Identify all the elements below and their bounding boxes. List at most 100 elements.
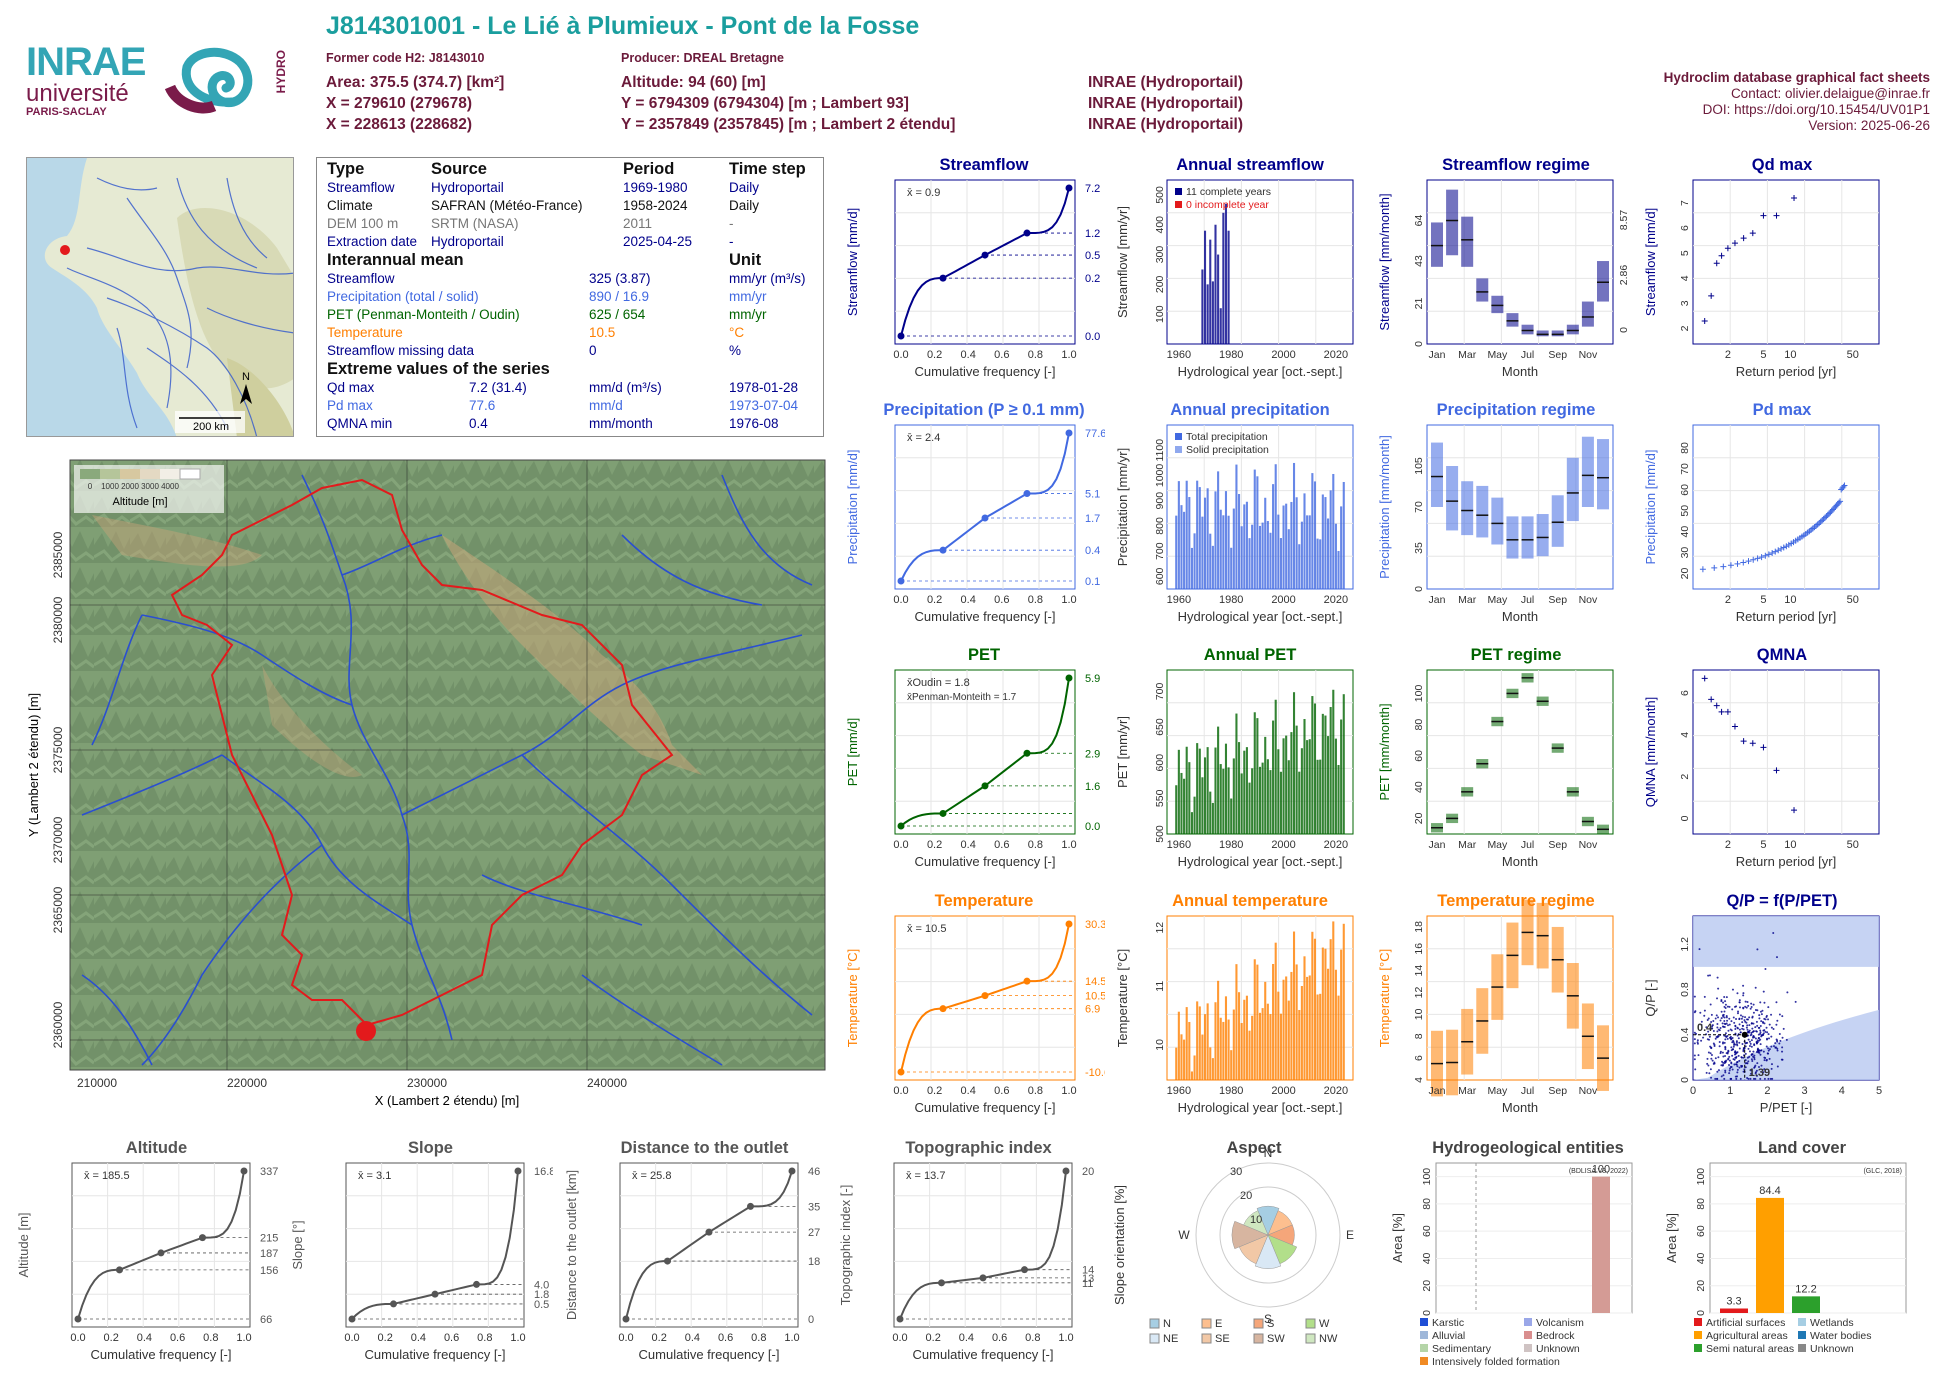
annual-bar	[1219, 1017, 1222, 1080]
data-point	[1734, 1050, 1737, 1053]
data-point	[1748, 1045, 1751, 1048]
y-tick-label: 1000	[1154, 464, 1166, 488]
annual-bar	[1201, 1034, 1204, 1080]
y-tick-label: 60	[1421, 1225, 1433, 1237]
universite-wordmark: université	[26, 80, 129, 107]
annual-bar	[1198, 1006, 1201, 1080]
data-point	[1771, 1077, 1774, 1080]
data-point	[1778, 1042, 1781, 1045]
data-point	[1724, 1048, 1727, 1051]
polar-ring	[1195, 1162, 1341, 1308]
annual-bar	[1258, 766, 1262, 834]
legend-label: Karstic	[1432, 1317, 1464, 1329]
x-tick-label: 2000	[1271, 349, 1295, 361]
x-axis-label: Cumulative frequency [-]	[915, 854, 1056, 869]
annual-bar	[1188, 497, 1191, 589]
basin-y-tick: 2360000	[51, 1001, 65, 1048]
month-tick-label: May	[1487, 349, 1508, 361]
data-point	[1708, 974, 1711, 977]
data-point	[1756, 1039, 1759, 1042]
annual-bar	[1282, 979, 1285, 1080]
basin-x-tick: 240000	[587, 1076, 627, 1090]
regime-box	[1521, 516, 1534, 559]
annual-bar	[1248, 782, 1251, 834]
annual-bar	[1313, 938, 1317, 1080]
annual-bar	[1308, 515, 1311, 589]
y-tick-label: 60	[1695, 1225, 1707, 1237]
data-point	[1732, 1039, 1735, 1042]
chart-qp-ppet: Q/P = f(P/PET) 0.4 1.39 0 1 2 3 4 5 0 0.4 0.8 1.2 P/P…	[1641, 888, 1903, 1123]
doi-link[interactable]: DOI: https://doi.org/10.15454/UV01P1	[1702, 102, 1930, 117]
x-tick-label: 1980	[1219, 594, 1243, 606]
data-point	[1716, 1023, 1719, 1026]
quantile-point	[1065, 184, 1073, 192]
x-axis-label: Month	[1502, 609, 1538, 624]
basin-x-label: X (Lambert 2 étendu) [m]	[375, 1093, 520, 1108]
land-cover-bar	[1720, 1308, 1748, 1313]
y-tick-label: 3	[1679, 300, 1691, 306]
x-tick-label: 1980	[1219, 839, 1243, 851]
x-tick-label: 1.0	[1061, 594, 1076, 606]
legend-swatch	[1305, 1333, 1316, 1344]
data-point	[1758, 1014, 1761, 1017]
gauging-station-marker[interactable]	[356, 1021, 376, 1041]
data-point	[1767, 1049, 1770, 1052]
x-axis-label: Cumulative frequency [-]	[91, 1347, 232, 1362]
annual-bar	[1240, 773, 1243, 834]
quantile-point	[897, 822, 905, 830]
data-point	[1747, 1077, 1750, 1080]
data-point	[1760, 1020, 1763, 1023]
quantile-point	[240, 1167, 248, 1175]
x-tick-label: 0.2	[926, 1332, 941, 1344]
data-point	[1722, 1061, 1725, 1064]
month-tick-label: Jul	[1521, 349, 1534, 361]
data-point	[1742, 1070, 1745, 1073]
x-tick-label: 0.0	[893, 594, 908, 606]
chart-title: PET	[968, 646, 1000, 664]
mean-label: x̄ = 13.7	[906, 1170, 945, 1182]
data-point	[1766, 1037, 1769, 1040]
data-point	[1731, 1054, 1734, 1057]
y-tick-label: 60	[1413, 750, 1425, 762]
data-point	[1696, 1039, 1699, 1042]
chart-qd-max: Qd max 2 5 10 50 2 3 4 5 6 7 Return period [yr] Stre…	[1641, 152, 1903, 387]
annual-bar	[1282, 505, 1285, 589]
x-tick-label: 0.8	[477, 1332, 492, 1344]
bar-value-label: 12.2	[1795, 1283, 1816, 1295]
x-axis-label: Hydrological year [oct.-sept.]	[1178, 609, 1343, 624]
plot-frame	[894, 179, 1076, 345]
annual-bar	[1203, 757, 1207, 834]
annual-bar	[1224, 996, 1228, 1080]
annual-bar	[1313, 703, 1317, 834]
plot-frame	[345, 1162, 525, 1328]
contact[interactable]: Contact: olivier.delaigue@inrae.fr	[1730, 86, 1930, 101]
annual-bar	[1217, 726, 1220, 834]
data-point	[1741, 1021, 1744, 1024]
chart-title: Topographic index	[905, 1139, 1052, 1157]
altitude-legend-tick: 2000	[121, 482, 139, 491]
compass-label: W	[1178, 1228, 1190, 1242]
x-tick-label: 0.6	[994, 839, 1009, 851]
quantile-point	[1065, 429, 1073, 437]
polar-ring	[1219, 1186, 1317, 1284]
source-1: INRAE (Hydroportail)	[1088, 74, 1243, 91]
data-point	[1726, 1037, 1729, 1040]
legend-swatch	[1201, 1333, 1212, 1344]
month-tick-label: Jul	[1521, 594, 1534, 606]
chart-altitude: Altitude 337 215 187 156 66 0.0 0.2 0.4 0.6 0.8 1.0…	[14, 1135, 279, 1370]
x-axis-label: Hydrological year [oct.-sept.]	[1178, 854, 1343, 869]
data-point	[1767, 1047, 1770, 1050]
x-tick-label: 50	[1847, 839, 1859, 851]
legend-label: S	[1267, 1318, 1274, 1330]
data-point	[1781, 1050, 1784, 1053]
data-point	[1728, 1017, 1731, 1020]
data-point	[1727, 1057, 1730, 1060]
data-point	[1752, 1011, 1755, 1014]
header-col-sources: INRAE (Hydroportail) INRAE (Hydroportail…	[1088, 72, 1243, 135]
annotation-label: 1.39	[1749, 1067, 1770, 1079]
data-point	[1723, 1062, 1726, 1065]
chart-title: Slope	[408, 1139, 453, 1157]
data-point	[1713, 1043, 1716, 1046]
data-point	[1717, 1056, 1720, 1059]
plot-frame	[1709, 1162, 1907, 1314]
